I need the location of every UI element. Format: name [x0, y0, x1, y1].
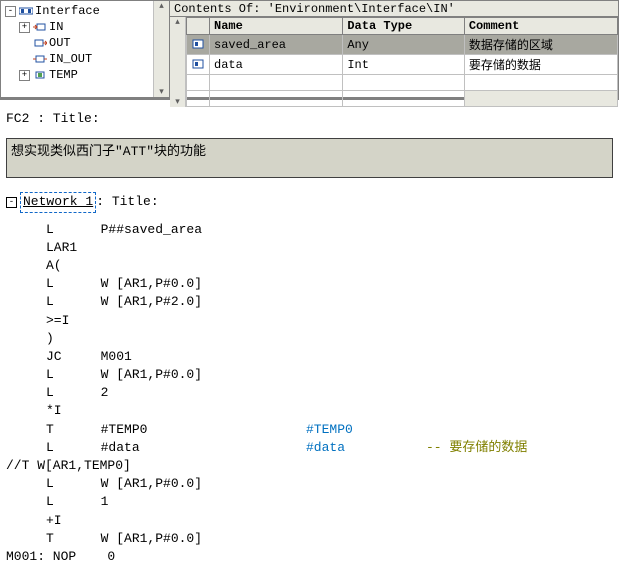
tree-root[interactable]: - Interface	[5, 3, 169, 19]
col-name[interactable]: Name	[210, 18, 343, 35]
fc-title: FC2 : Title:	[6, 110, 613, 128]
network-collapse-icon[interactable]: -	[6, 197, 17, 208]
cell-name: saved_area	[210, 35, 343, 55]
cell-comment: 要存储的数据	[464, 55, 617, 75]
scroll-down-icon[interactable]: ▾	[175, 97, 180, 107]
cell-type: Int	[343, 55, 465, 75]
fc-comment-box[interactable]: 想实现类似西门子"ATT"块的功能	[6, 138, 613, 178]
cell-name: data	[210, 55, 343, 75]
contents-path: Contents Of: 'Environment\Interface\IN'	[170, 1, 618, 17]
scroll-up-icon[interactable]: ▴	[159, 1, 164, 11]
table-row-empty[interactable]	[187, 75, 618, 91]
inout-icon	[33, 53, 47, 65]
tree-item-temp[interactable]: + TEMP	[5, 67, 169, 83]
tree-item-label: OUT	[49, 36, 71, 50]
table-row[interactable]: saved_area Any 数据存储的区域	[187, 35, 618, 55]
network-label[interactable]: Network 1	[20, 192, 96, 212]
var-icon	[191, 39, 205, 49]
out-icon	[33, 37, 47, 49]
col-icon	[187, 18, 210, 35]
tree-item-label: IN_OUT	[49, 52, 92, 66]
tree-item-inout[interactable]: IN_OUT	[5, 51, 169, 67]
tree-item-label: IN	[49, 20, 63, 34]
tree-item-out[interactable]: OUT	[5, 35, 169, 51]
code-editor[interactable]: FC2 : Title: 想实现类似西门子"ATT"块的功能 - Network…	[0, 100, 619, 572]
expand-icon[interactable]: +	[19, 22, 30, 33]
var-icon	[191, 59, 205, 69]
expand-icon[interactable]: +	[19, 70, 30, 81]
table-row[interactable]: data Int 要存储的数据	[187, 55, 618, 75]
tree-item-in[interactable]: + IN	[5, 19, 169, 35]
network-title-suffix: : Title:	[96, 193, 158, 211]
in-icon	[33, 21, 47, 33]
scroll-down-icon[interactable]: ▾	[159, 87, 164, 97]
table-row-empty[interactable]	[187, 91, 618, 107]
variable-table: Name Data Type Comment saved_area Any 数据…	[186, 17, 618, 107]
table-scrollbar[interactable]: ▴ ▾	[170, 17, 186, 107]
col-type[interactable]: Data Type	[343, 18, 465, 35]
tree-item-label: TEMP	[49, 68, 78, 82]
scroll-up-icon[interactable]: ▴	[175, 17, 180, 27]
interface-icon	[19, 5, 33, 17]
tree-scrollbar[interactable]: ▴ ▾	[153, 1, 169, 97]
col-comment[interactable]: Comment	[464, 18, 617, 35]
temp-icon	[33, 69, 47, 81]
collapse-icon[interactable]: -	[5, 6, 16, 17]
cell-type: Any	[343, 35, 465, 55]
tree-root-label: Interface	[35, 4, 100, 18]
cell-comment: 数据存储的区域	[464, 35, 617, 55]
code-block[interactable]: L P##saved_areaLAR1A(L W [AR1,P#0.0]L W …	[6, 221, 613, 567]
interface-tree-panel: - Interface + IN OUT	[0, 0, 170, 98]
